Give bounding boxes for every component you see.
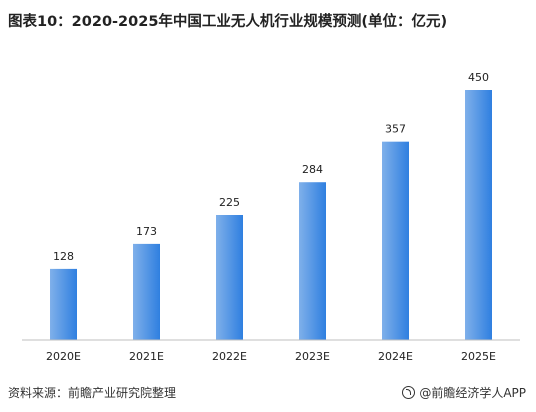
x-tick-labels-group: 2020E 2021E 2022E 2023E 2024E 2025E	[46, 350, 496, 363]
footer: 资料来源：前瞻产业研究院整理 @前瞻经济学人APP	[0, 378, 536, 412]
value-label-2025E: 450	[468, 71, 489, 84]
x-tick-label-2023E: 2023E	[295, 350, 330, 363]
x-tick-label-2024E: 2024E	[378, 350, 413, 363]
bar-2023E	[299, 182, 326, 340]
value-label-2022E: 225	[219, 196, 240, 209]
value-label-2020E: 128	[53, 250, 74, 263]
brand-logo-icon	[402, 386, 416, 399]
bar-2020E	[50, 268, 77, 340]
value-label-2024E: 357	[385, 123, 406, 136]
brand-label: @前瞻经济学人APP	[419, 386, 526, 400]
x-tick-label-2020E: 2020E	[46, 350, 81, 363]
x-tick-label-2025E: 2025E	[461, 350, 496, 363]
bar-2021E	[133, 243, 160, 340]
bars-group	[50, 90, 492, 340]
bar-2024E	[382, 141, 409, 340]
value-labels-group: 128 173 225 284 357 450	[53, 71, 489, 263]
bar-2022E	[216, 215, 243, 340]
source-note: 资料来源：前瞻产业研究院整理	[8, 386, 177, 400]
x-tick-label-2021E: 2021E	[129, 350, 164, 363]
value-label-2021E: 173	[136, 225, 157, 238]
value-label-2023E: 284	[302, 163, 323, 176]
chart-title: 图表10：2020-2025年中国工业无人机行业规模预测(单位：亿元)	[8, 14, 448, 30]
bar-2025E	[465, 90, 492, 340]
x-tick-label-2022E: 2022E	[212, 350, 247, 363]
brand-credit: @前瞻经济学人APP	[402, 384, 526, 401]
